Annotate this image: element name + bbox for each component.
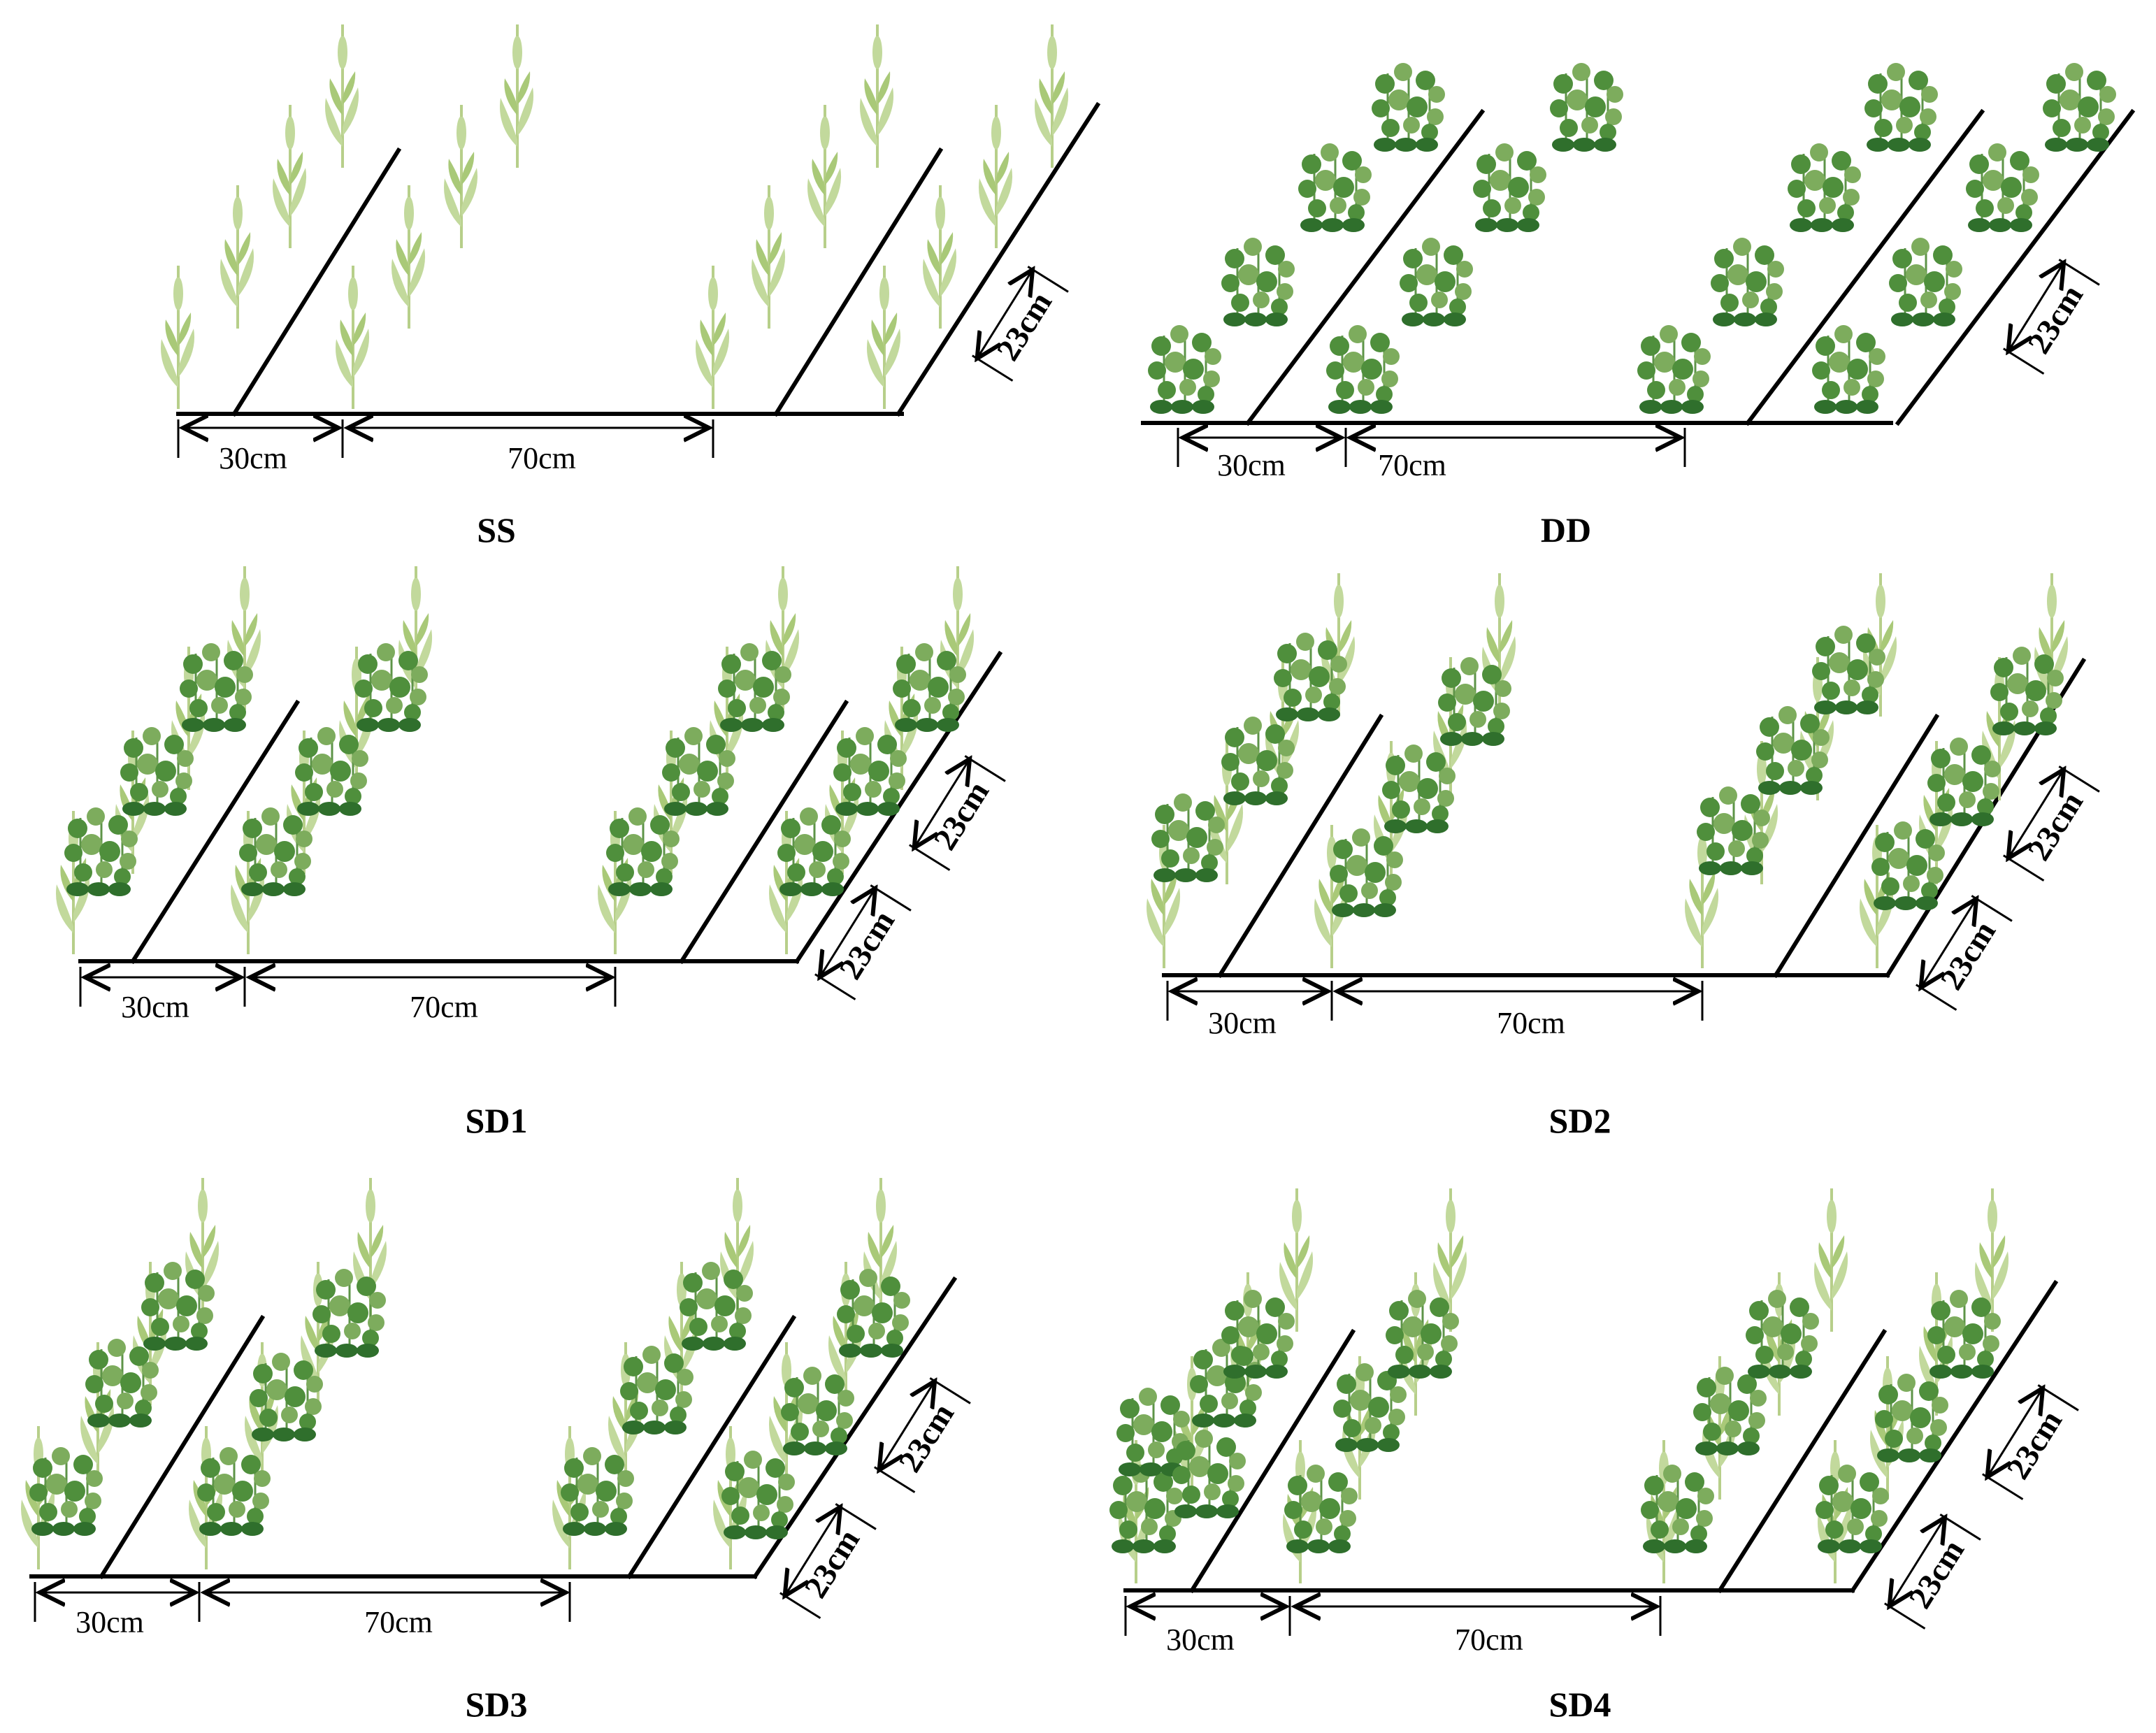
row-line: [1716, 1328, 1888, 1594]
row-line: [626, 1314, 797, 1580]
panel-title: SD4: [1549, 1685, 1611, 1724]
dimension-label-23: 23cm: [833, 905, 902, 986]
row-line: [1849, 1279, 2059, 1594]
dimension-label-30: 30cm: [76, 1605, 144, 1639]
row-line: [98, 1314, 266, 1580]
panel-sd4: 30cm 70cm 23cm 23cm SD4: [1108, 1187, 2079, 1724]
dimension-label-23: 23cm: [2000, 1404, 2069, 1486]
dimension-label-23: 23cm: [2021, 786, 2090, 867]
row-line: [129, 699, 301, 965]
row-line: [1744, 108, 1985, 426]
dimension-label-70: 70cm: [1378, 448, 1446, 482]
panel-title: SD2: [1549, 1101, 1611, 1140]
wheat-plant-icon: [159, 23, 1070, 410]
wheat-plant-icon: [55, 565, 976, 956]
panel-sd1: 30cm 70cm 23cm 23cm SD1: [55, 565, 1006, 1140]
dimension-label-23: 23cm: [1934, 915, 2003, 996]
row-line: [231, 147, 402, 417]
dimension-label-23: 23cm: [1902, 1534, 1971, 1615]
row-line: [772, 147, 944, 417]
dimension-label-30: 30cm: [219, 441, 287, 475]
dimension-label-23: 23cm: [798, 1523, 867, 1604]
dimension-label-70: 70cm: [410, 990, 478, 1024]
panel-ss: 30cm 70cm 23cm SS: [159, 23, 1101, 549]
dimension-label-23: 23cm: [2021, 279, 2090, 360]
row-line: [1188, 1328, 1356, 1594]
row-line: [1216, 713, 1384, 979]
dimension-label-30: 30cm: [1166, 1623, 1235, 1657]
dimension-label-70: 70cm: [1497, 1006, 1565, 1040]
panel-sd2: 30cm 70cm 23cm 23cm SD2: [1145, 572, 2100, 1140]
row-line: [1772, 713, 1940, 979]
panel-title: SS: [477, 510, 516, 549]
row-line: [678, 699, 849, 965]
dimension-label-30: 30cm: [1217, 448, 1286, 482]
dimension-label-70: 70cm: [508, 441, 576, 475]
pea-plant-icon: [1108, 1288, 2002, 1555]
dimension-label-70: 70cm: [1455, 1623, 1523, 1657]
dimension-label-30: 30cm: [121, 990, 189, 1024]
panel-title: SD1: [466, 1101, 528, 1140]
dimension-label-23: 23cm: [990, 286, 1059, 367]
pea-plant-icon: [1150, 624, 2065, 919]
dimension-label-23: 23cm: [892, 1397, 961, 1479]
dimension-label-23: 23cm: [927, 775, 996, 856]
panel-title: DD: [1541, 510, 1591, 549]
row-line: [895, 101, 1101, 417]
row-line: [1244, 108, 1486, 426]
dimension-label-30: 30cm: [1208, 1006, 1277, 1040]
panel-sd3: 30cm 70cm 23cm 23cm SD3: [20, 1177, 971, 1724]
panel-dd: 30cm 70cm 23cm DD: [1141, 62, 2136, 549]
panel-title: SD3: [466, 1685, 528, 1724]
pea-plant-icon: [28, 1260, 912, 1541]
dimension-label-70: 70cm: [364, 1605, 433, 1639]
